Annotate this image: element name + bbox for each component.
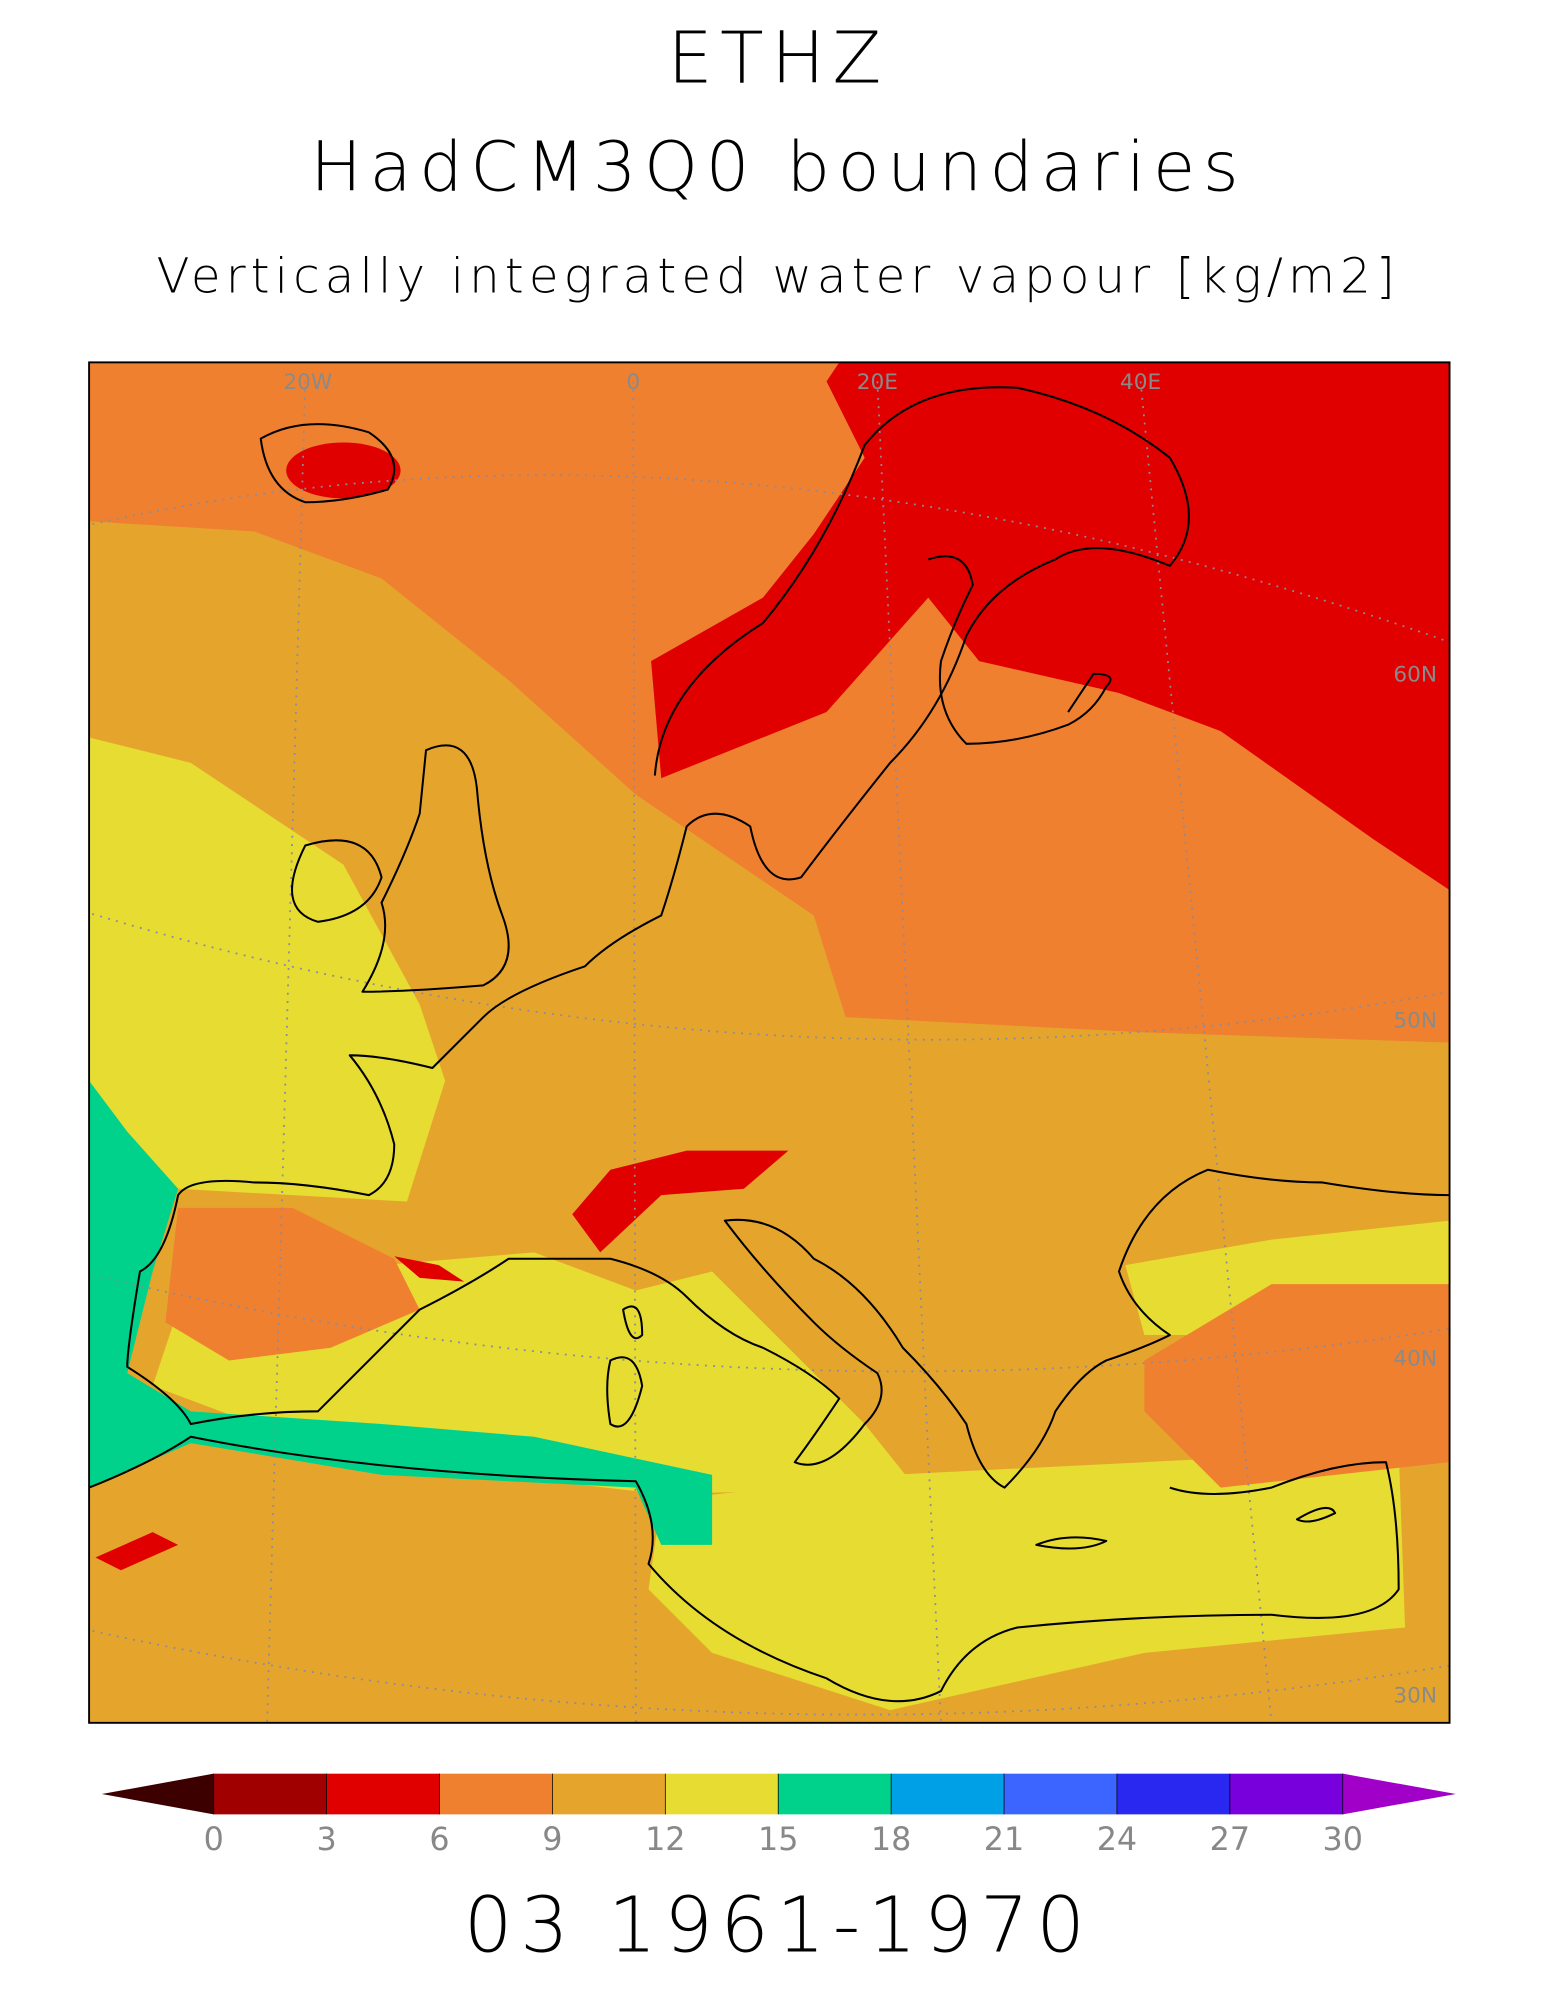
colorbar-tick-label: 0 (204, 1822, 224, 1858)
field-region (165, 1207, 420, 1361)
coastline (927, 555, 1112, 745)
graticule (89, 381, 1450, 1723)
colorbar-segment (213, 1773, 327, 1815)
colorbar-tick-label: 18 (871, 1822, 911, 1858)
graticule-line (266, 381, 307, 1723)
lon-label: 0 (626, 370, 640, 395)
field-region (651, 362, 1450, 891)
field-region (89, 1080, 713, 1545)
colorbar-segment (1004, 1773, 1117, 1815)
graticule-line (89, 1273, 1450, 1373)
graticule-line (876, 381, 942, 1723)
colorbar-tick-label: 24 (1097, 1822, 1137, 1858)
colorbar-tick-label: 9 (542, 1822, 562, 1858)
colorbar: 0 3 6 9 12 15 18 21 24 27 30 (101, 1773, 1456, 1858)
lon-label: 20E (857, 370, 898, 395)
coastline (126, 386, 1450, 1489)
colorbar-arrow-high (1342, 1773, 1456, 1815)
footer: 03 1961-1970 (464, 1881, 1093, 1970)
coastline (1035, 1506, 1337, 1550)
field-region (89, 737, 446, 1202)
lon-label: 20W (283, 370, 332, 395)
colorbar-segment (439, 1773, 553, 1815)
title: ETHZ (668, 17, 889, 100)
colorbar-tick-label: 15 (758, 1822, 798, 1858)
graticule-labels: 20W 0 20E 40E 60N 50N 40N 30N (283, 370, 1437, 1708)
coastline (361, 744, 510, 993)
colorbar-tick-label: 27 (1210, 1822, 1250, 1858)
colorbar-segment (1116, 1773, 1230, 1815)
coastline (606, 1305, 644, 1428)
colorbar-segment (891, 1773, 1005, 1815)
colorbar-tick-label: 12 (645, 1822, 685, 1858)
graticule-line (632, 381, 637, 1723)
map (89, 362, 1450, 1723)
lat-label: 50N (1393, 1008, 1437, 1033)
coastline (291, 839, 383, 923)
subtitle: HadCM3Q0 boundaries (310, 128, 1246, 208)
lat-label: 40N (1393, 1347, 1437, 1372)
graticule-line (89, 911, 1450, 1041)
variable-title: Vertically integrated water vapour [kg/m… (157, 248, 1400, 304)
lon-label: 40E (1120, 370, 1161, 395)
colorbar-segment (778, 1773, 892, 1815)
lat-label: 30N (1393, 1683, 1437, 1708)
coastlines (89, 386, 1450, 1703)
colorbar-segment (552, 1773, 666, 1815)
colorbar-segment (665, 1773, 779, 1815)
coastline (259, 423, 396, 504)
colorbar-tick-label: 21 (984, 1822, 1024, 1858)
lat-label: 60N (1393, 663, 1437, 688)
field-region (95, 1532, 179, 1571)
field-region (597, 1296, 662, 1450)
field-region (286, 442, 401, 499)
colorbar-arrow-low (101, 1773, 214, 1815)
field-region (572, 1150, 789, 1253)
coastline (89, 1435, 1400, 1703)
colorbar-tick-label: 6 (429, 1822, 449, 1858)
field-region (648, 1449, 1406, 1711)
field-region (394, 1256, 465, 1282)
map-frame (88, 361, 1451, 1724)
colorbar-segment (1229, 1773, 1343, 1815)
field-region (1144, 1284, 1450, 1488)
colorbar-tick-label: 3 (316, 1822, 336, 1858)
graticule-line (1139, 381, 1273, 1723)
colorbar-segment (326, 1773, 440, 1815)
colorbar-tick-label: 30 (1323, 1822, 1363, 1858)
